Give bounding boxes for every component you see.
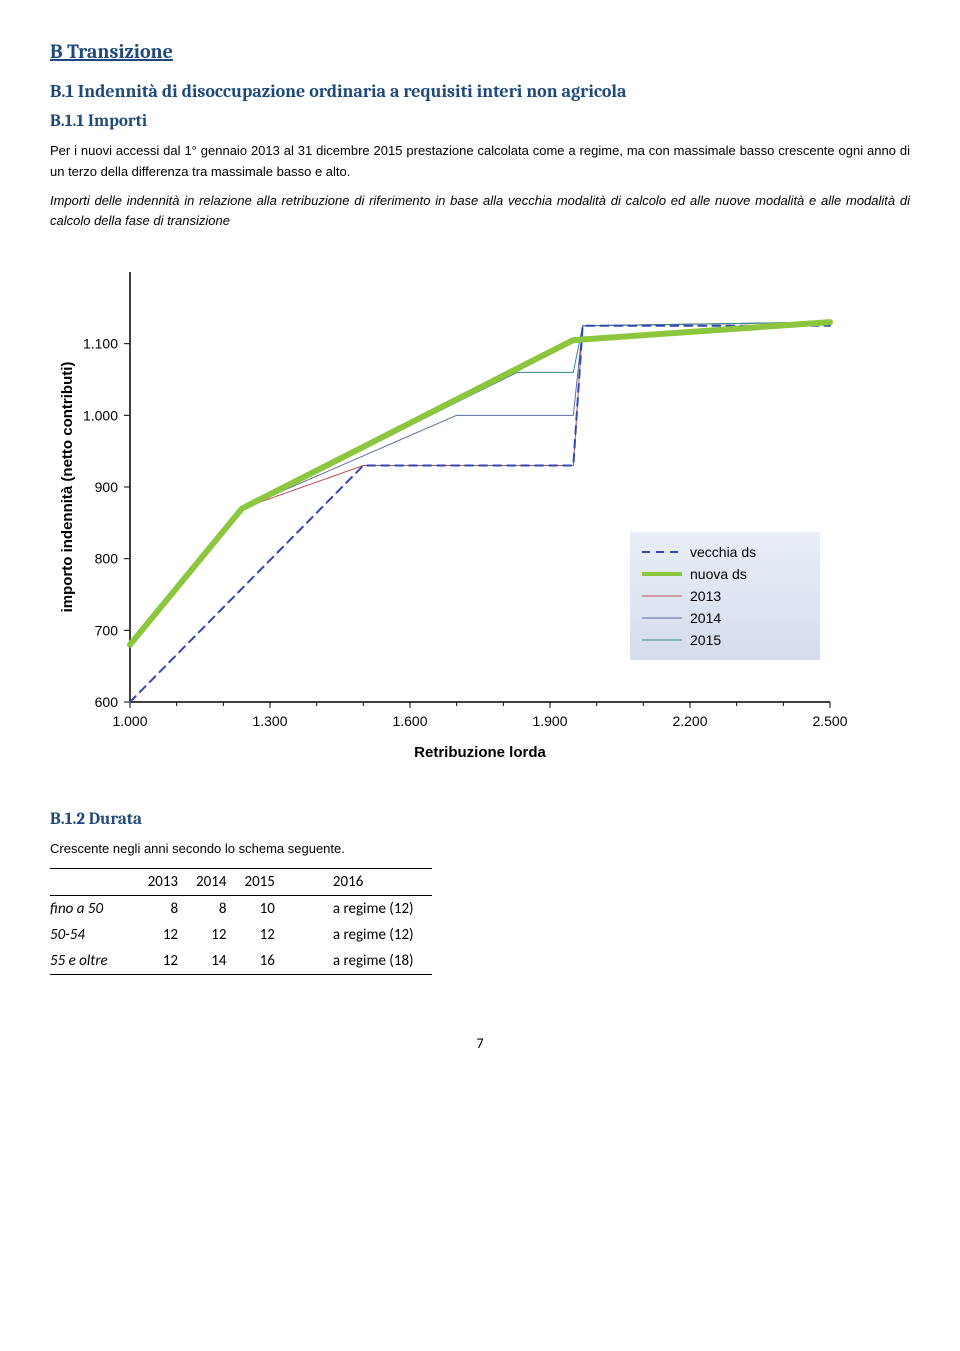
chart-container: 600 700 800 900 1.000 1.100 1.000 1.300 1.600 1.9…	[50, 262, 910, 782]
table-header-row: 2013 2014 2015 2016	[50, 868, 432, 895]
table-cell: 12	[148, 948, 196, 975]
svg-text:Retribuzione lorda: Retribuzione lorda	[414, 744, 546, 761]
table-cell: 50-54	[50, 922, 148, 948]
svg-text:600: 600	[95, 694, 119, 710]
table-cell: fino a 50	[50, 895, 148, 922]
svg-text:1.100: 1.100	[83, 336, 118, 352]
table-row: 55 e oltre121416a regime (18)	[50, 948, 432, 975]
svg-text:800: 800	[95, 551, 119, 567]
svg-text:2.500: 2.500	[812, 713, 847, 729]
page-number: 7	[50, 1035, 910, 1052]
svg-text:1.000: 1.000	[83, 408, 118, 424]
svg-text:1.600: 1.600	[392, 713, 427, 729]
section-title: B Transizione	[50, 40, 910, 63]
subsection-title-b1: B.1 Indennità di disoccupazione ordinari…	[50, 81, 910, 102]
table-cell: 8	[148, 895, 196, 922]
svg-text:2013: 2013	[690, 588, 721, 604]
paragraph-importi: Per i nuovi accessi dal 1° gennaio 2013 …	[50, 141, 910, 183]
table-header-2015: 2015	[244, 868, 292, 895]
table-cell: 10	[244, 895, 292, 922]
table-row: fino a 508810a regime (12)	[50, 895, 432, 922]
table-header-2014: 2014	[196, 868, 244, 895]
svg-text:1.000: 1.000	[112, 713, 147, 729]
svg-text:2014: 2014	[690, 610, 721, 626]
duration-table: 2013 2014 2015 2016 fino a 508810a regim…	[50, 868, 432, 975]
table-header-2013: 2013	[148, 868, 196, 895]
table-row: 50-54121212a regime (12)	[50, 922, 432, 948]
table-cell: 12	[244, 922, 292, 948]
table-cell: 12	[196, 922, 244, 948]
table-cell: 12	[148, 922, 196, 948]
subsubsection-title-b11: B.1.1 Importi	[50, 112, 910, 131]
line-chart: 600 700 800 900 1.000 1.100 1.000 1.300 1.600 1.9…	[50, 262, 870, 782]
table-header-blank	[50, 868, 148, 895]
svg-text:nuova ds: nuova ds	[690, 566, 747, 582]
svg-text:importo indennità (netto contr: importo indennità (netto contributi)	[59, 362, 76, 613]
svg-text:900: 900	[95, 479, 119, 495]
svg-text:1.300: 1.300	[252, 713, 287, 729]
table-cell: 16	[244, 948, 292, 975]
svg-text:vecchia ds: vecchia ds	[690, 544, 756, 560]
svg-text:700: 700	[95, 623, 119, 639]
table-cell: 55 e oltre	[50, 948, 148, 975]
subsubsection-title-b12: B.1.2 Durata	[50, 810, 910, 829]
svg-text:2.200: 2.200	[672, 713, 707, 729]
svg-text:1.900: 1.900	[532, 713, 567, 729]
svg-text:2015: 2015	[690, 632, 721, 648]
table-cell: a regime (18)	[293, 948, 432, 975]
paragraph-durata: Crescente negli anni secondo lo schema s…	[50, 839, 910, 860]
table-cell: 8	[196, 895, 244, 922]
paragraph-importi-note: Importi delle indennità in relazione all…	[50, 191, 910, 233]
table-cell: a regime (12)	[293, 895, 432, 922]
table-header-2016: 2016	[293, 868, 432, 895]
table-cell: 14	[196, 948, 244, 975]
table-cell: a regime (12)	[293, 922, 432, 948]
